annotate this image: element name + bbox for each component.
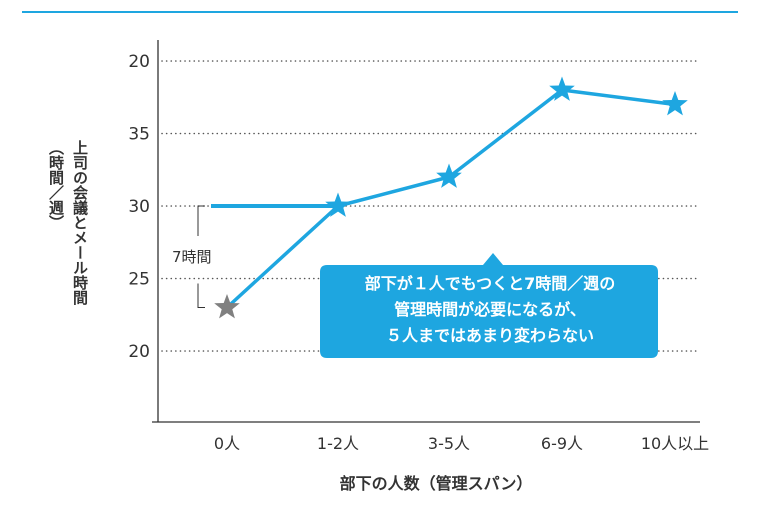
x-tick-label: 1-2人 (317, 434, 359, 453)
callout-line: 部下が１人でもつくと7時間／週の (365, 274, 616, 293)
callout-line: ５人まではあまり変わらない (386, 326, 594, 345)
gap-bracket (197, 205, 205, 308)
y-tick-label: 25 (128, 270, 150, 290)
axis-layer (152, 40, 700, 423)
x-tick-label: 6-9人 (541, 434, 583, 453)
callout-box (320, 253, 658, 358)
x-tick-label: 0人 (214, 434, 240, 453)
y-tick-label: 20 (128, 52, 150, 72)
x-tick-label: 10人以上 (641, 434, 709, 453)
data-point-star (436, 163, 462, 188)
y-tick-label: 35 (128, 125, 150, 145)
label-layer: 20 25 30 35 20 0人 1-2人 3-5人 6-9人 10人以上部下の人数（管理スパン… (47, 52, 709, 493)
callout-line: 管理時間が必要になるが、 (394, 300, 586, 319)
x-axis-label: 部下の人数（管理スパン） (340, 474, 533, 493)
y-axis-label: 上司の会議とメール時間 (71, 140, 89, 306)
data-point-star (662, 91, 688, 116)
x-tick-label: 3-5人 (428, 434, 470, 453)
gap-label: 7時間 (172, 248, 212, 266)
data-point-star (214, 294, 240, 319)
marker-layer (214, 76, 688, 319)
y-tick-label: 30 (128, 197, 150, 217)
data-point-star (325, 192, 351, 217)
y-axis-unit: （時間／週） (47, 140, 65, 230)
y-tick-label: 20 (128, 342, 150, 362)
data-point-star (549, 76, 575, 101)
